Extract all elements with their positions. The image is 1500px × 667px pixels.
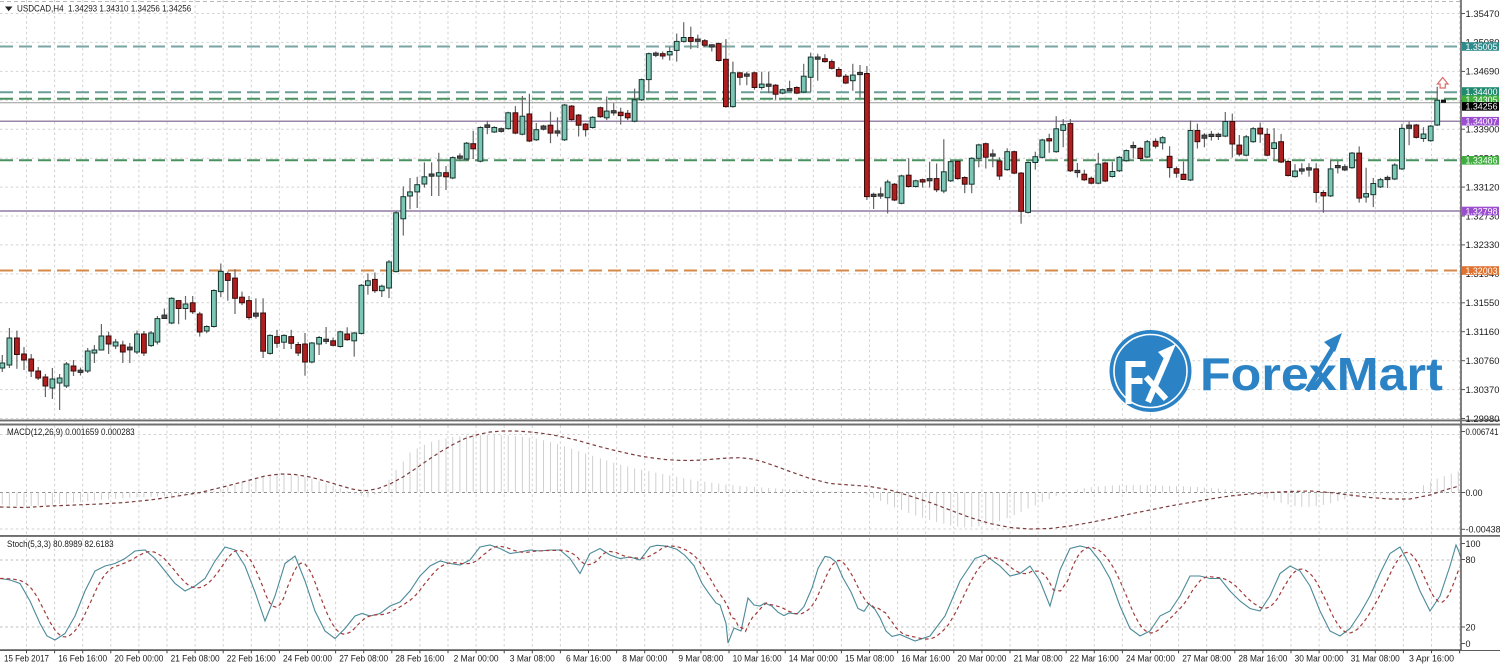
svg-text:ForexMart: ForexMart (1200, 349, 1443, 401)
svg-text:20 Mar 00:00: 20 Mar 00:00 (957, 654, 1006, 664)
svg-text:1.33120: 1.33120 (1466, 182, 1500, 192)
svg-text:21 Feb 08:00: 21 Feb 08:00 (171, 654, 220, 664)
svg-text:21 Mar 08:00: 21 Mar 08:00 (1014, 654, 1063, 664)
svg-text:1.34305: 1.34305 (1466, 95, 1498, 105)
svg-text:80: 80 (1466, 555, 1476, 565)
svg-text:0.006741: 0.006741 (1466, 427, 1499, 437)
svg-text:0.00: 0.00 (1466, 488, 1483, 498)
svg-text:1.35005: 1.35005 (1466, 42, 1498, 52)
svg-text:22 Mar 16:00: 22 Mar 16:00 (1070, 654, 1119, 664)
svg-text:1.30370: 1.30370 (1466, 385, 1500, 395)
svg-text:16 Mar 16:00: 16 Mar 16:00 (901, 654, 950, 664)
svg-text:24 Feb 00:00: 24 Feb 00:00 (283, 654, 332, 664)
svg-text:15 Mar 08:00: 15 Mar 08:00 (845, 654, 894, 664)
svg-text:16 Feb 16:00: 16 Feb 16:00 (58, 654, 107, 664)
svg-text:1.32798: 1.32798 (1466, 206, 1498, 216)
svg-text:10 Mar 16:00: 10 Mar 16:00 (733, 654, 782, 664)
svg-text:1.33900: 1.33900 (1466, 125, 1500, 135)
svg-text:Stoch(5,3,3) 80.8989 82.6183: Stoch(5,3,3) 80.8989 82.6183 (7, 538, 114, 549)
svg-text:1.30760: 1.30760 (1466, 356, 1500, 366)
svg-text:27 Feb 08:00: 27 Feb 08:00 (339, 654, 388, 664)
svg-text:1.34256: 1.34256 (1466, 102, 1498, 112)
svg-text:0: 0 (1466, 639, 1471, 649)
svg-text:1.34007: 1.34007 (1466, 117, 1498, 127)
svg-text:8 Mar 00:00: 8 Mar 00:00 (622, 654, 667, 664)
svg-text:1.32003: 1.32003 (1466, 266, 1498, 276)
svg-text:3 Apr 16:00: 3 Apr 16:00 (1409, 654, 1454, 664)
svg-text:28 Feb 16:00: 28 Feb 16:00 (395, 654, 444, 664)
svg-text:100: 100 (1466, 539, 1481, 549)
svg-text:-0.004384: -0.004384 (1466, 525, 1500, 535)
svg-text:20: 20 (1466, 622, 1476, 632)
svg-text:6 Mar 16:00: 6 Mar 16:00 (566, 654, 611, 664)
svg-text:20 Feb 00:00: 20 Feb 00:00 (114, 654, 163, 664)
svg-text:MACD(12,26,9) 0.001659 0.00028: MACD(12,26,9) 0.001659 0.000283 (7, 426, 135, 437)
svg-text:1.34690: 1.34690 (1466, 67, 1500, 77)
svg-text:15 Feb 2017: 15 Feb 2017 (4, 654, 49, 664)
svg-text:1.35470: 1.35470 (1466, 9, 1500, 19)
svg-text:USDCAD,H4 1.34293 1.34310 1.3: USDCAD,H4 1.34293 1.34310 1.34256 1.3425… (17, 3, 191, 14)
svg-text:1.31160: 1.31160 (1466, 327, 1500, 337)
svg-text:22 Feb 16:00: 22 Feb 16:00 (227, 654, 276, 664)
svg-text:30 Mar 00:00: 30 Mar 00:00 (1295, 654, 1344, 664)
svg-text:9 Mar 08:00: 9 Mar 08:00 (678, 654, 723, 664)
svg-text:31 Mar 08:00: 31 Mar 08:00 (1351, 654, 1400, 664)
svg-text:3 Mar 08:00: 3 Mar 08:00 (510, 654, 555, 664)
svg-text:2 Mar 00:00: 2 Mar 00:00 (454, 654, 499, 664)
svg-text:1.34400: 1.34400 (1466, 87, 1498, 97)
svg-text:1.31550: 1.31550 (1466, 298, 1500, 308)
svg-text:1.32330: 1.32330 (1466, 240, 1500, 250)
svg-text:1.33486: 1.33486 (1466, 156, 1498, 166)
svg-text:1.32730: 1.32730 (1466, 211, 1500, 221)
svg-text:28 Mar 16:00: 28 Mar 16:00 (1238, 654, 1287, 664)
svg-text:24 Mar 00:00: 24 Mar 00:00 (1126, 654, 1175, 664)
svg-text:14 Mar 00:00: 14 Mar 00:00 (789, 654, 838, 664)
svg-text:27 Mar 08:00: 27 Mar 08:00 (1182, 654, 1231, 664)
svg-text:1.29980: 1.29980 (1466, 414, 1500, 424)
